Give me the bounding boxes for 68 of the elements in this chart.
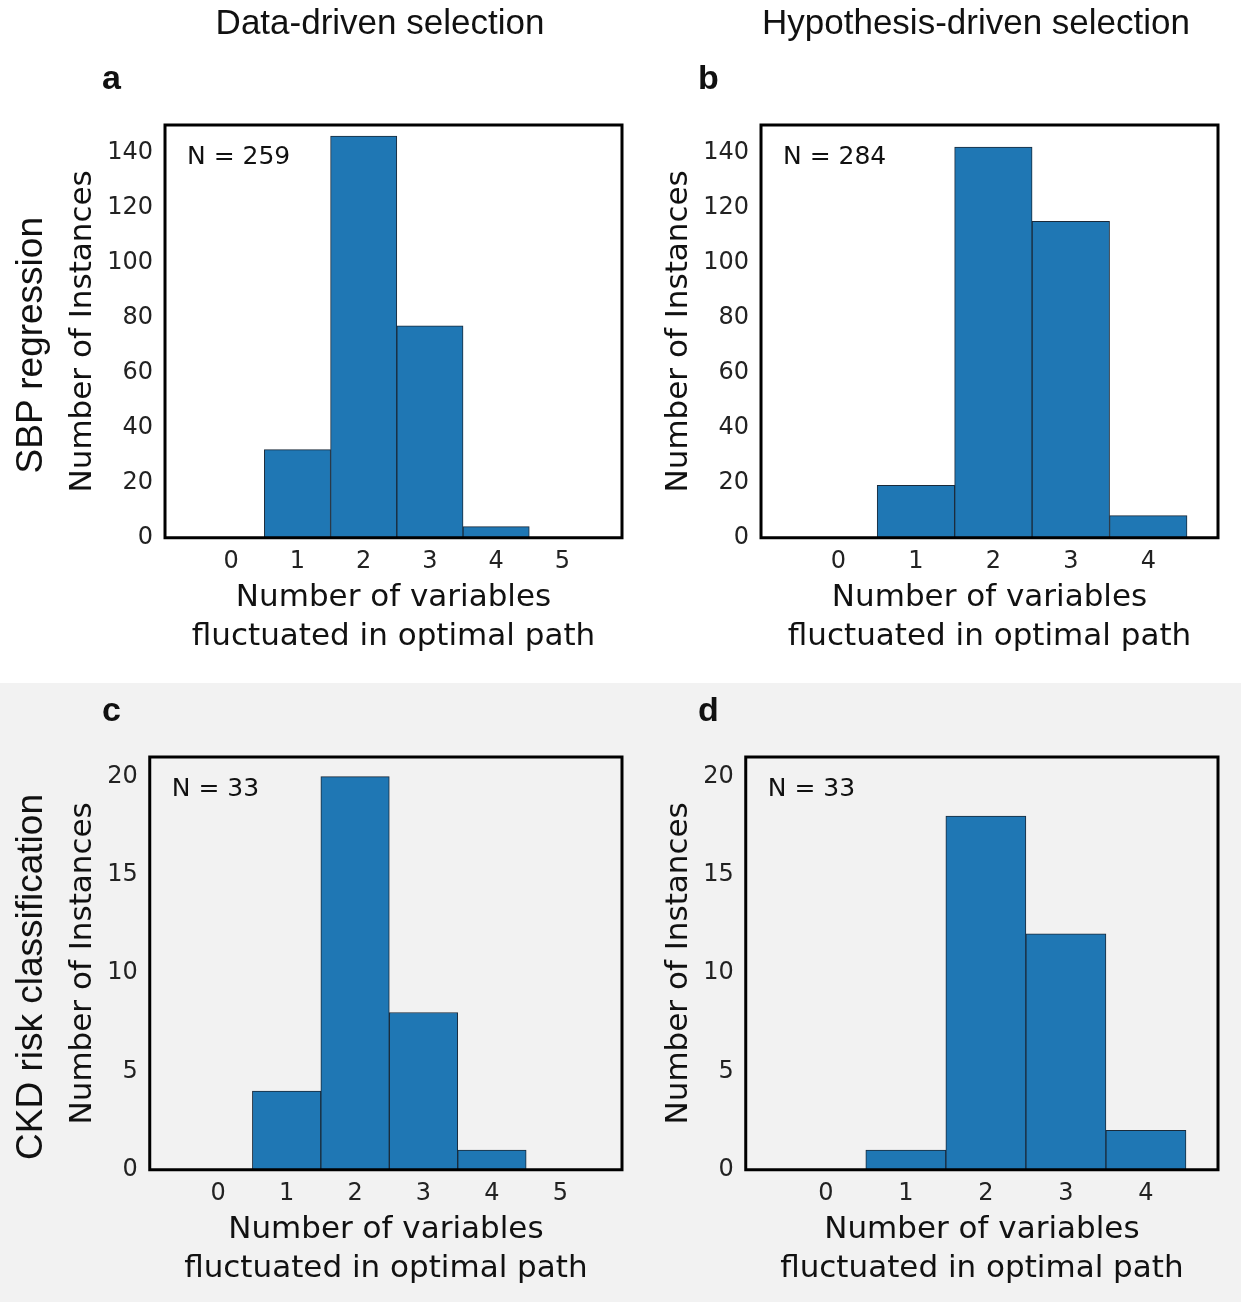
y-tick-label: 15 (703, 859, 734, 888)
y-tick-label: 140 (107, 136, 154, 165)
annotation: N = 33 (171, 773, 260, 802)
x-tick-label: 1 (908, 546, 924, 575)
y-tick-label: 20 (718, 466, 750, 495)
x-tick-label: 3 (422, 546, 438, 575)
x-axis-title: Number of variables fluctuated in optimal path (191, 576, 596, 652)
x-tick-label: 2 (347, 1178, 363, 1207)
x-tick-label: 1 (898, 1178, 914, 1207)
x-tick-label: 1 (278, 1178, 295, 1207)
y-tick-label: 5 (718, 1055, 734, 1084)
y-axis-title: Number of Instances (61, 802, 98, 1125)
chart-subtitle: Hypothesis-driven selection (761, 2, 1191, 42)
chart-title: b (698, 58, 719, 97)
x-tick-label: 2 (985, 546, 1002, 575)
annotation: N = 33 (767, 773, 856, 802)
x-tick-label: 3 (1058, 1178, 1074, 1207)
y-tick-label: 20 (107, 760, 138, 789)
y-tick-label: 100 (107, 246, 154, 275)
chart-subtitle: Data-driven selection (214, 2, 546, 42)
y-tick-label: 80 (122, 301, 154, 330)
y-tick-label: 0 (733, 521, 750, 550)
x-tick-label: 3 (1063, 546, 1079, 575)
annotation: N = 259 (187, 141, 291, 170)
x-tick-label: 4 (488, 546, 504, 575)
y-tick-label: 40 (718, 411, 750, 440)
y-tick-label: 140 (703, 136, 750, 165)
y-axis-title: Number of Instances (657, 802, 694, 1125)
y-tick-label: 20 (703, 760, 734, 789)
x-tick-label: 4 (484, 1178, 500, 1207)
x-axis-title: Number of variables fluctuated in optimal path (184, 1208, 588, 1284)
y-tick-label: 20 (122, 466, 154, 495)
x-axis-title: Number of variables fluctuated in optimal path (780, 1208, 1184, 1284)
x-tick-label: 0 (830, 546, 847, 575)
x-tick-label: 2 (356, 546, 372, 575)
y-tick-label: 0 (137, 521, 154, 550)
y-tick-label: 10 (703, 957, 734, 986)
chart-title: a (102, 58, 121, 97)
x-axis-title: Number of variables fluctuated in optimal path (787, 576, 1192, 652)
y-tick-label: 100 (703, 246, 750, 275)
annotation: N = 284 (783, 141, 887, 170)
y-tick-label: 40 (122, 411, 154, 440)
y-tick-label: 15 (107, 859, 138, 888)
y-tick-label: 120 (703, 191, 750, 220)
x-tick-label: 5 (554, 546, 571, 575)
y-tick-label: 120 (107, 191, 154, 220)
y-axis-title: Number of Instances (657, 170, 694, 493)
text: CKD risk classification (9, 794, 51, 1160)
x-tick-label: 0 (210, 1178, 226, 1207)
x-tick-label: 1 (289, 546, 306, 575)
x-tick-label: 0 (818, 1178, 834, 1207)
text: SBP regression (9, 216, 51, 474)
x-tick-label: 5 (552, 1178, 569, 1207)
chart-title: d (698, 690, 719, 729)
x-tick-label: 2 (978, 1178, 994, 1207)
y-tick-label: 10 (107, 957, 138, 986)
x-tick-label: 0 (223, 546, 239, 575)
y-tick-label: 60 (122, 356, 154, 385)
y-tick-label: 80 (718, 301, 750, 330)
y-tick-label: 0 (718, 1153, 734, 1182)
x-tick-label: 3 (415, 1178, 432, 1207)
y-tick-label: 60 (718, 356, 750, 385)
y-tick-label: 0 (122, 1153, 138, 1182)
x-tick-label: 4 (1140, 546, 1156, 575)
y-axis-title: Number of Instances (61, 170, 98, 493)
x-tick-label: 4 (1138, 1178, 1154, 1207)
y-tick-label: 5 (122, 1055, 138, 1084)
chart-title: c (102, 690, 121, 729)
